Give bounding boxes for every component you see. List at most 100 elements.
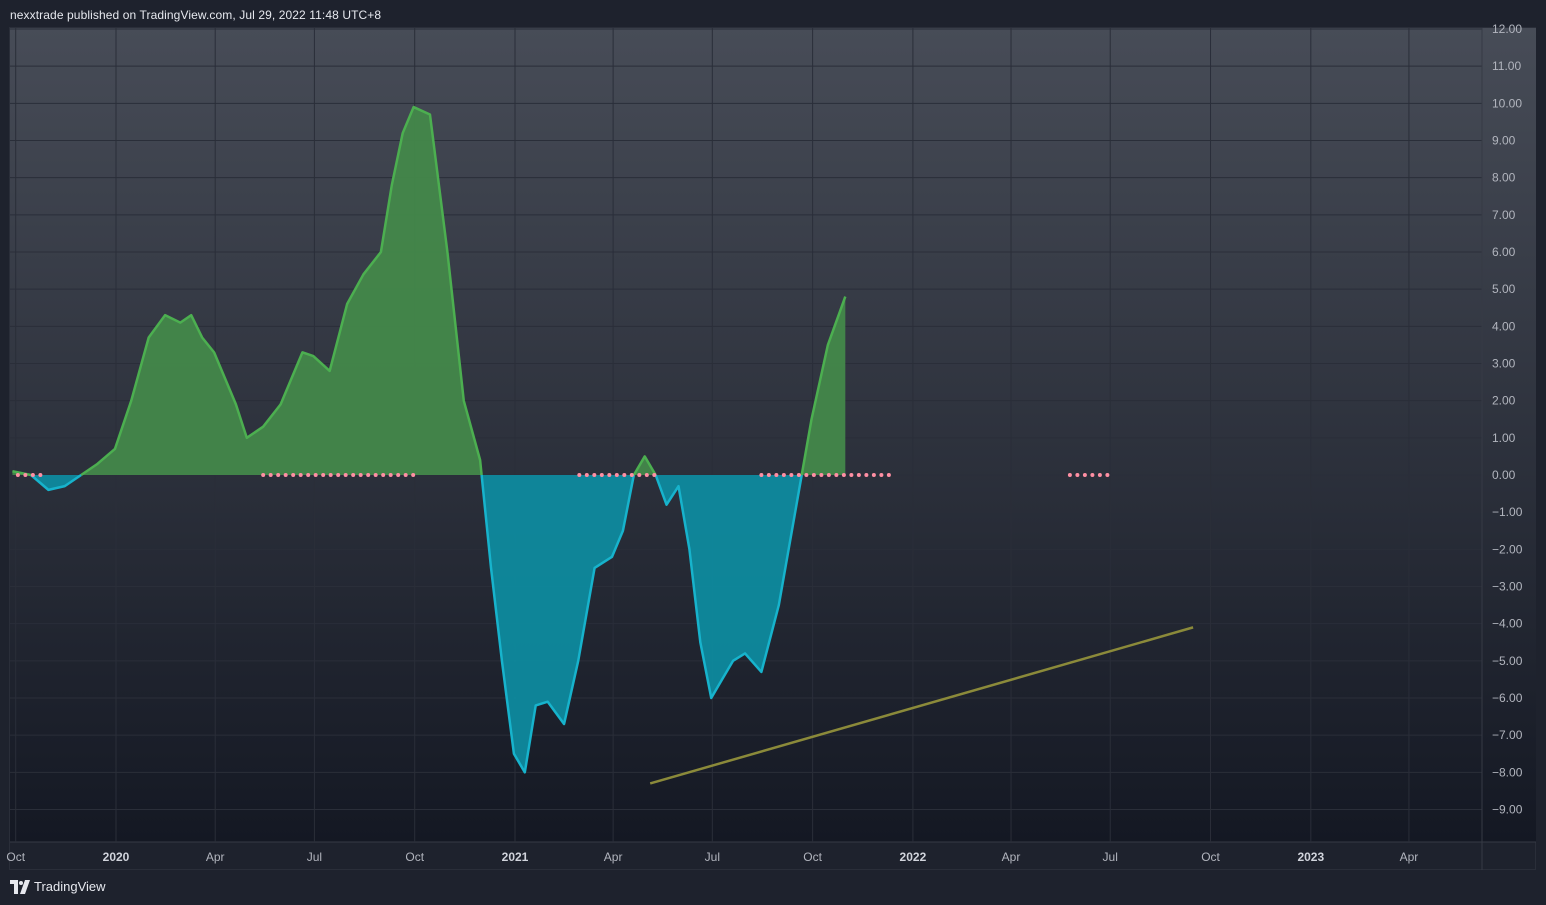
zero-dot: [819, 473, 824, 477]
zero-dot: [381, 473, 386, 477]
area-fills: [12, 107, 846, 773]
tradingview-branding[interactable]: TradingView: [10, 879, 106, 894]
x-tick-label: 2023: [1297, 850, 1324, 864]
positive-area: [633, 456, 656, 475]
zero-dot: [849, 473, 854, 477]
zero-dot: [834, 473, 839, 477]
x-tick-label: Oct: [405, 850, 424, 864]
positive-line: [800, 296, 847, 476]
positive-area: [81, 107, 482, 476]
zero-dot: [841, 473, 846, 477]
zero-dot: [864, 473, 869, 477]
price-axis[interactable]: 12.00 11.00 10.00 9.00 8.00 7.00 6.00 5.00 4.00 3…: [1492, 22, 1523, 817]
x-tick-label: Oct: [803, 850, 822, 864]
zero-dot: [396, 473, 401, 477]
zero-dot: [411, 473, 416, 477]
zero-dot: [637, 473, 642, 477]
zero-dot: [789, 473, 794, 477]
time-axis[interactable]: Oct 2020 Apr Jul Oct 2021 Apr Jul Oct 2022 Apr Jul O…: [6, 850, 1418, 864]
zero-dot: [336, 473, 341, 477]
x-tick-label: Jul: [1103, 850, 1118, 864]
y-tick-label: −1.00: [1492, 505, 1523, 519]
zero-dot: [766, 473, 771, 477]
publisher-caption: nexxtrade published on TradingView.com, …: [10, 8, 382, 22]
zero-dot: [321, 473, 326, 477]
y-tick-label: −7.00: [1492, 728, 1523, 742]
x-tick-label: Oct: [6, 850, 25, 864]
y-tick-label: 10.00: [1492, 96, 1522, 110]
y-tick-label: 7.00: [1492, 208, 1516, 222]
zero-dot: [1082, 473, 1087, 477]
zero-dot: [886, 473, 891, 477]
zero-dot: [879, 473, 884, 477]
zero-dot: [826, 473, 831, 477]
x-tick-label: Apr: [206, 850, 225, 864]
positive-area: [801, 296, 846, 475]
y-tick-label: −8.00: [1492, 765, 1523, 779]
zero-dot: [328, 473, 333, 477]
y-tick-label: 0.00: [1492, 468, 1516, 482]
zero-dot: [1097, 473, 1102, 477]
zero-dot: [291, 473, 296, 477]
zero-dot: [1067, 473, 1072, 477]
trendline-layer[interactable]: [649, 626, 1194, 785]
y-tick-label: −5.00: [1492, 654, 1523, 668]
zero-dot: [599, 473, 604, 477]
zero-dot: [343, 473, 348, 477]
y-tick-label: 8.00: [1492, 171, 1516, 185]
zero-dot: [584, 473, 589, 477]
zero-dot: [403, 473, 408, 477]
positive-line: [80, 105, 483, 477]
x-tick-label: Jul: [307, 850, 322, 864]
x-tick-label: Apr: [1002, 850, 1021, 864]
x-tick-label: 2021: [502, 850, 529, 864]
zero-dot: [283, 473, 288, 477]
trendline[interactable]: [649, 626, 1194, 785]
zero-dot: [577, 473, 582, 477]
zero-dot: [298, 473, 303, 477]
x-tick-label: Apr: [604, 850, 623, 864]
zero-dot: [856, 473, 861, 477]
zero-dot: [313, 473, 318, 477]
y-tick-label: −6.00: [1492, 691, 1523, 705]
y-tick-label: −9.00: [1492, 803, 1523, 817]
y-tick-label: 5.00: [1492, 282, 1516, 296]
zero-line-dots: [15, 473, 1110, 477]
y-tick-label: 3.00: [1492, 357, 1516, 371]
zero-dot: [373, 473, 378, 477]
zero-dot: [1075, 473, 1080, 477]
series-lines: [12, 105, 847, 774]
zero-dot: [804, 473, 809, 477]
x-tick-label: 2020: [103, 850, 130, 864]
zero-dot: [871, 473, 876, 477]
zero-dot: [652, 473, 657, 477]
negative-line: [480, 474, 636, 774]
tradingview-brand-text: TradingView: [34, 879, 106, 894]
zero-dot: [1090, 473, 1095, 477]
y-tick-label: 6.00: [1492, 245, 1516, 259]
x-tick-label: Oct: [1201, 850, 1220, 864]
zero-dot: [759, 473, 764, 477]
zero-dot: [811, 473, 816, 477]
zero-dot: [23, 473, 28, 477]
y-tick-label: 1.00: [1492, 431, 1516, 445]
zero-dot: [592, 473, 597, 477]
negative-area: [481, 475, 634, 773]
negative-line: [30, 473, 82, 492]
y-tick-label: −2.00: [1492, 542, 1523, 556]
zero-dot: [607, 473, 612, 477]
zero-dot: [388, 473, 393, 477]
y-tick-label: −4.00: [1492, 617, 1523, 631]
y-tick-label: 2.00: [1492, 394, 1516, 408]
y-tick-label: 4.00: [1492, 319, 1516, 333]
grid-lines: [10, 28, 1536, 870]
negative-area: [30, 475, 82, 490]
x-tick-label: Apr: [1400, 850, 1419, 864]
y-tick-label: 9.00: [1492, 134, 1516, 148]
zero-dot: [15, 473, 20, 477]
zero-dot: [358, 473, 363, 477]
zero-dot: [366, 473, 371, 477]
zero-dot: [268, 473, 273, 477]
zero-dot: [306, 473, 311, 477]
